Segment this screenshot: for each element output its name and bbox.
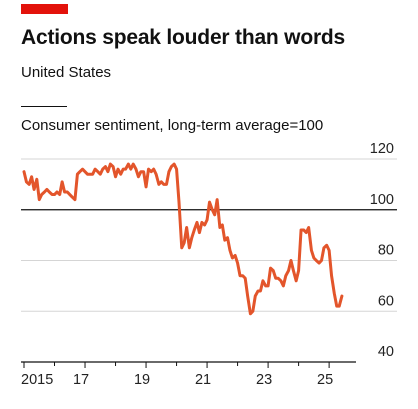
y-tick-labels: 40 60 80 100 120 — [370, 141, 394, 360]
series-layer — [22, 162, 344, 316]
series-line-0 — [22, 162, 344, 316]
y-axis-label: Consumer sentiment, long-term average=10… — [21, 117, 324, 134]
x-tick-label-2015: 2015 — [21, 372, 53, 388]
x-axis: 2015 17 19 21 23 25 — [21, 361, 356, 388]
y-tick-label-120: 120 — [370, 141, 394, 157]
x-tick-label-21: 21 — [195, 372, 211, 388]
x-tick-label-17: 17 — [73, 372, 89, 388]
header-rule — [21, 106, 67, 107]
y-tick-label-80: 80 — [378, 243, 394, 259]
grid-layer — [21, 158, 397, 312]
chart-title: Actions speak louder than words — [21, 26, 346, 49]
x-tick-label-25: 25 — [317, 372, 333, 388]
y-tick-label-40: 40 — [378, 344, 394, 360]
x-tick-label-23: 23 — [256, 372, 272, 388]
x-tick-label-19: 19 — [134, 372, 150, 388]
chart-subtitle: United States — [21, 64, 112, 81]
y-tick-label-60: 60 — [378, 293, 394, 309]
y-tick-label-100: 100 — [370, 192, 394, 208]
brand-accent-bar — [21, 4, 68, 14]
